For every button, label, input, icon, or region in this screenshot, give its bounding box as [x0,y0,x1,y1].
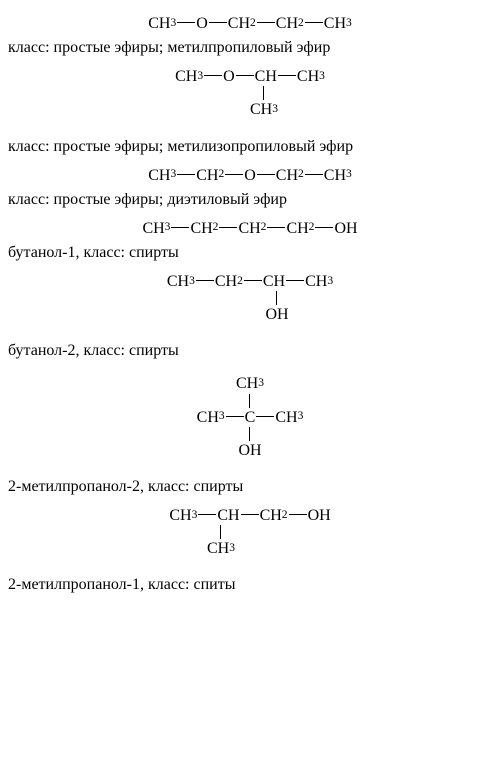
formula-1: CH3 O CH2 CH2 CH3 [8,14,492,33]
formula-5: CH3 CH2 CH CH3 OH [8,272,492,324]
description-5: бутанол-2, класс: спирты [8,342,492,360]
bond [177,22,195,23]
group: O [196,14,208,33]
description-4: бутанол-1, класс: спирты [8,244,492,262]
group: CH [276,14,298,33]
group: CH [324,14,346,33]
description-7: 2-метилпропанол-1, класс: спиты [8,576,492,594]
description-3: класс: простые эфиры; диэтиловый эфир [8,191,492,209]
formula-3: CH3 CH2 O CH2 CH3 [8,166,492,185]
formula-2: CH3 O CH CH3 CH3 [8,67,492,119]
formula-6: CH3 CH3 C CH3 OH [8,374,492,460]
formula-7: CH3 CH CH2 OH CH3 [8,506,492,558]
description-1: класс: простые эфиры; метилпропиловый эф… [8,39,492,57]
description-2: класс: простые эфиры; метилизопропиловый… [8,138,492,156]
group: CH [228,14,250,33]
formula-4: CH3 CH2 CH2 CH2 OH [8,219,492,238]
description-6: 2-метилпропанол-2, класс: спирты [8,478,492,496]
group: CH [148,14,170,33]
